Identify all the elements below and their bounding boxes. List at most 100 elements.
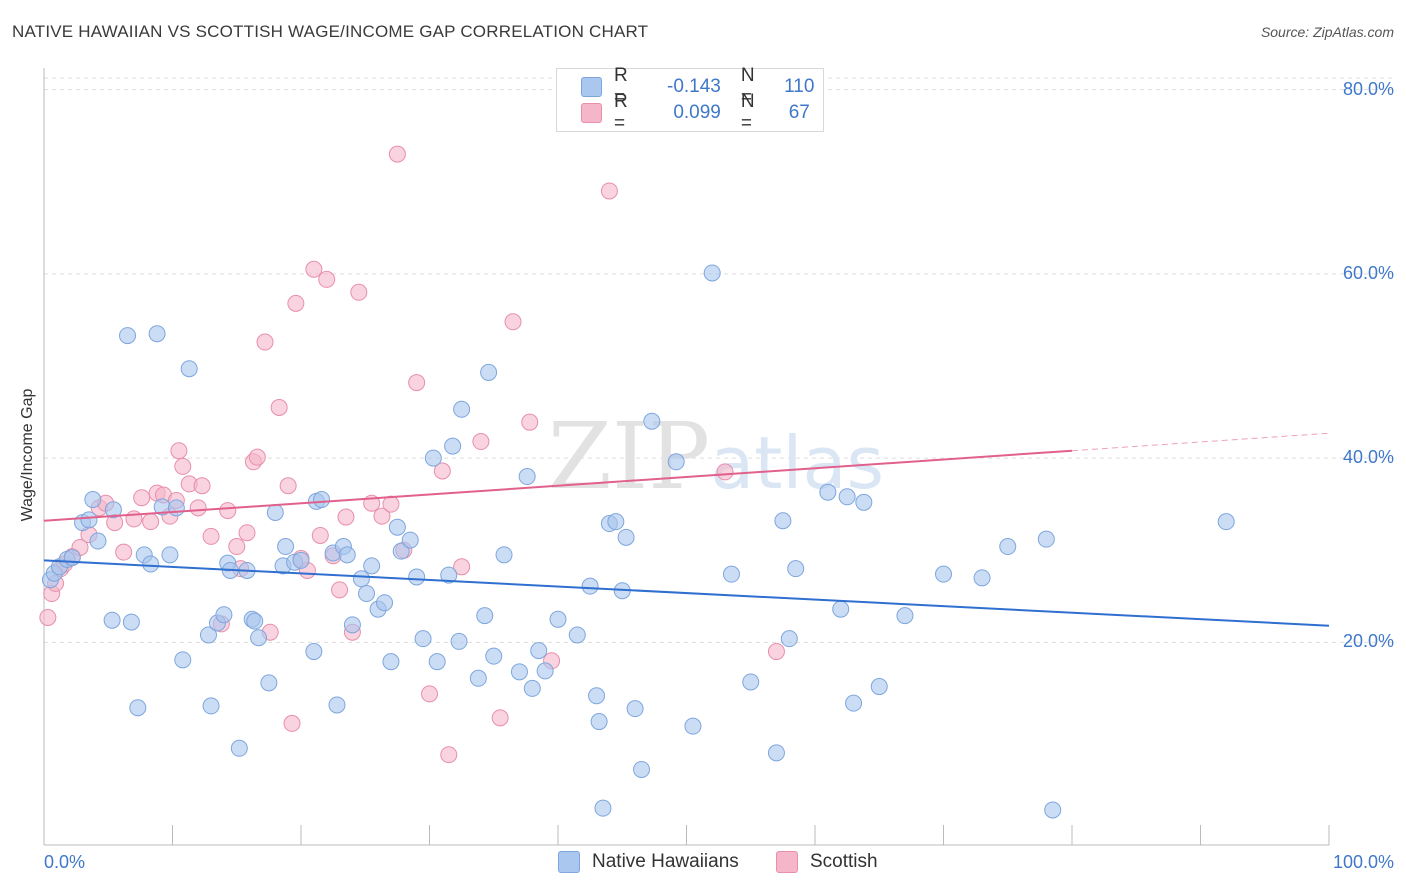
native-hawaiian-point: [129, 699, 147, 717]
y-tick-label: 20.0%: [1342, 631, 1394, 652]
native-hawaiian-point: [495, 546, 513, 564]
scottish-point: [382, 495, 400, 513]
native-hawaiian-point: [742, 673, 760, 691]
legend-n-label: N =: [740, 91, 755, 134]
scottish-point: [279, 477, 297, 495]
y-tick-label: 60.0%: [1342, 262, 1394, 283]
scottish-point: [600, 182, 618, 200]
scottish-point: [440, 746, 458, 764]
watermark-atlas: atlas: [710, 421, 884, 505]
native-hawaiian-point: [999, 538, 1017, 556]
native-hawaiian-point: [518, 468, 536, 486]
scottish-point: [453, 558, 471, 576]
legend-n-value: 67: [788, 102, 810, 123]
native-hawaiian-point: [161, 546, 179, 564]
native-hawaiian-point: [536, 662, 554, 680]
native-hawaiian-point: [215, 606, 233, 624]
scottish-point: [248, 448, 266, 466]
native-hawaiian-point: [80, 511, 98, 529]
x-tick-label: 0.0%: [44, 852, 86, 872]
native-hawaiian-point: [480, 363, 498, 381]
native-hawaiian-point: [450, 632, 468, 650]
native-hawaiian-point: [202, 697, 220, 715]
legend-n-label: N =: [740, 65, 755, 108]
native-hawaiian-point: [684, 717, 702, 735]
native-hawaiian-point: [401, 531, 419, 549]
scottish-point: [287, 294, 305, 312]
scottish-point: [491, 709, 509, 727]
native-hawaiian-point: [774, 512, 792, 530]
native-hawaiian-point: [358, 585, 376, 603]
legend-row-scottish: R = 0.099 N = 67: [581, 91, 823, 134]
native-hawaiian-point: [855, 493, 873, 511]
native-hawaiian-point: [832, 600, 850, 618]
native-hawaiian-point: [142, 555, 160, 573]
bottom-legend-swatch-blue: [558, 851, 580, 873]
scottish-point: [270, 398, 288, 416]
native-hawaiian-point: [363, 557, 381, 575]
native-hawaiian-point: [63, 549, 81, 567]
native-hawaiian-point: [510, 663, 528, 681]
scottish-point: [305, 260, 323, 278]
scottish-point: [472, 433, 490, 451]
scottish-point: [189, 499, 207, 517]
native-hawaiian-point: [1044, 801, 1062, 819]
scottish-point: [318, 270, 336, 288]
native-hawaiian-point: [277, 538, 295, 556]
native-hawaiian-point: [148, 325, 166, 343]
native-hawaiian-point: [174, 651, 192, 669]
scottish-point: [767, 643, 785, 661]
native-hawaiian-point: [104, 501, 122, 519]
native-hawaiian-point: [607, 513, 625, 531]
native-hawaiian-point: [180, 360, 198, 378]
native-hawaiian-point: [1037, 530, 1055, 548]
scottish-trend-line: [43, 449, 1073, 522]
native-hawaiian-point: [581, 577, 599, 595]
scottish-point: [142, 513, 160, 531]
native-hawaiian-point: [338, 546, 356, 564]
native-hawaiian-trend-line: [43, 559, 1330, 627]
legend-r-value: -0.143: [667, 76, 721, 97]
native-hawaiian-point: [819, 483, 837, 501]
y-axis-label: Wage/Income Gap: [19, 388, 36, 522]
native-hawaiian-point: [453, 400, 471, 418]
native-hawaiian-point: [485, 647, 503, 665]
scottish-trend-extension: [1071, 432, 1330, 452]
native-hawaiian-point: [476, 607, 494, 625]
native-hawaiian-point: [643, 412, 661, 430]
legend-row-native-hawaiians: R = -0.143 N = 110: [581, 65, 823, 108]
scottish-point: [202, 527, 220, 545]
legend-r-label: R =: [614, 65, 628, 108]
native-hawaiian-point: [408, 568, 426, 586]
native-hawaiian-point: [870, 678, 888, 696]
native-hawaiian-point: [199, 626, 217, 644]
native-hawaiian-point: [780, 630, 798, 648]
native-hawaiian-point: [440, 566, 458, 584]
native-hawaiian-point: [230, 739, 248, 757]
native-hawaiian-point: [84, 491, 102, 509]
legend-n-value: 110: [784, 76, 815, 97]
bottom-legend-scottish: Scottish: [776, 851, 878, 873]
scottish-point: [283, 714, 301, 732]
scottish-point: [115, 543, 133, 561]
native-hawaiian-point: [549, 610, 567, 628]
scottish-point: [133, 489, 151, 507]
native-hawaiian-point: [122, 613, 140, 631]
native-hawaiian-point: [590, 713, 608, 731]
native-hawaiian-point: [428, 653, 446, 671]
scottish-point: [228, 538, 246, 556]
native-hawaiian-point: [352, 570, 370, 588]
native-hawaiian-point: [260, 674, 278, 692]
correlation-legend: R = -0.143 N = 110 R = 0.099 N = 67: [556, 65, 824, 134]
native-hawaiian-point: [103, 611, 121, 629]
bottom-legend-label: Scottish: [810, 851, 878, 872]
native-hawaiian-point: [896, 607, 914, 625]
native-hawaiian-point: [530, 642, 548, 660]
x-tick-label: 100.0%: [1332, 852, 1394, 872]
scottish-point: [421, 685, 438, 703]
native-hawaiian-point: [119, 327, 137, 345]
watermark: ZIPatlas: [548, 403, 884, 510]
native-hawaiian-point: [838, 488, 856, 506]
scottish-point: [170, 442, 188, 460]
